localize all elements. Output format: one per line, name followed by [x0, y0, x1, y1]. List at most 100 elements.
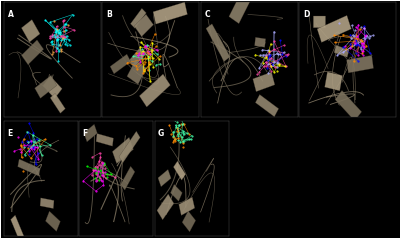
- Point: [357, 27, 363, 30]
- Point: [149, 41, 156, 45]
- Point: [32, 145, 38, 149]
- Text: F: F: [82, 129, 88, 138]
- Point: [347, 42, 353, 45]
- Point: [266, 49, 272, 53]
- Polygon shape: [179, 197, 195, 215]
- Polygon shape: [153, 2, 187, 24]
- Point: [354, 42, 360, 46]
- Point: [154, 48, 160, 51]
- Polygon shape: [50, 93, 65, 113]
- Point: [145, 68, 151, 72]
- Polygon shape: [317, 15, 351, 42]
- Point: [175, 132, 182, 136]
- Point: [54, 27, 60, 31]
- Point: [95, 169, 102, 173]
- Point: [19, 169, 26, 173]
- Point: [352, 28, 358, 32]
- Polygon shape: [84, 124, 97, 142]
- Point: [30, 133, 36, 137]
- Polygon shape: [134, 14, 154, 37]
- Point: [171, 139, 177, 142]
- Point: [358, 40, 364, 43]
- Point: [270, 63, 276, 67]
- Point: [101, 162, 108, 166]
- Point: [54, 28, 60, 32]
- Point: [336, 21, 342, 25]
- Point: [34, 151, 41, 155]
- Point: [332, 40, 338, 44]
- Point: [54, 38, 60, 42]
- Polygon shape: [46, 211, 60, 231]
- Point: [284, 53, 290, 57]
- Point: [150, 56, 156, 60]
- Point: [176, 115, 183, 119]
- Point: [18, 144, 24, 147]
- Point: [140, 71, 146, 75]
- Point: [367, 51, 373, 55]
- Point: [37, 144, 44, 148]
- Point: [138, 40, 144, 44]
- Point: [58, 35, 64, 38]
- Polygon shape: [43, 76, 62, 99]
- Point: [96, 164, 103, 167]
- Point: [152, 32, 158, 36]
- Point: [275, 61, 281, 64]
- Point: [63, 28, 70, 32]
- Polygon shape: [325, 72, 342, 91]
- Point: [189, 134, 195, 138]
- Polygon shape: [11, 215, 25, 238]
- Point: [21, 153, 28, 157]
- Point: [100, 170, 106, 174]
- Point: [94, 178, 100, 182]
- Point: [28, 139, 34, 143]
- Point: [172, 139, 178, 142]
- Point: [61, 18, 67, 22]
- Point: [364, 34, 370, 37]
- Point: [150, 65, 156, 69]
- Point: [147, 52, 154, 55]
- Point: [149, 59, 156, 63]
- Point: [260, 54, 266, 57]
- Text: C: C: [205, 10, 210, 19]
- Text: B: B: [106, 10, 112, 19]
- Point: [100, 161, 106, 165]
- Point: [177, 140, 184, 144]
- Point: [142, 44, 149, 48]
- Point: [26, 149, 32, 153]
- Point: [21, 143, 27, 147]
- Point: [54, 25, 60, 28]
- Point: [355, 23, 362, 27]
- Point: [360, 42, 366, 45]
- Polygon shape: [110, 54, 131, 74]
- Point: [97, 155, 104, 159]
- Point: [180, 122, 187, 126]
- Point: [137, 45, 144, 49]
- Point: [180, 141, 186, 145]
- Point: [54, 34, 60, 38]
- Point: [21, 145, 28, 149]
- Point: [145, 55, 152, 58]
- Point: [53, 35, 60, 39]
- Point: [359, 39, 365, 43]
- Point: [102, 167, 108, 170]
- Point: [153, 63, 160, 67]
- Point: [353, 25, 359, 29]
- Polygon shape: [170, 184, 182, 201]
- Point: [274, 61, 281, 65]
- Point: [153, 52, 160, 55]
- Point: [102, 176, 109, 180]
- Point: [352, 33, 359, 37]
- Point: [365, 36, 372, 40]
- Point: [141, 68, 148, 72]
- Point: [101, 161, 108, 165]
- Point: [48, 40, 55, 43]
- Point: [52, 27, 59, 31]
- Point: [342, 47, 349, 51]
- Point: [270, 48, 277, 51]
- Point: [266, 50, 272, 54]
- Polygon shape: [18, 159, 40, 176]
- Point: [180, 122, 187, 126]
- Point: [92, 168, 98, 172]
- Point: [170, 140, 176, 144]
- Point: [26, 121, 32, 125]
